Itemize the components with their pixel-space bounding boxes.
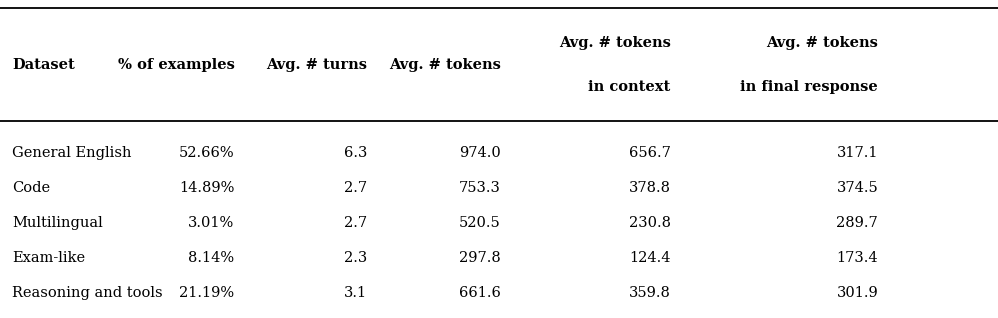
Text: 14.89%: 14.89%: [180, 181, 235, 195]
Text: 289.7: 289.7: [836, 216, 878, 230]
Text: General English: General English: [12, 146, 132, 160]
Text: 301.9: 301.9: [836, 286, 878, 300]
Text: 6.3: 6.3: [344, 146, 367, 160]
Text: 520.5: 520.5: [459, 216, 501, 230]
Text: 124.4: 124.4: [629, 251, 671, 265]
Text: 2.3: 2.3: [344, 251, 367, 265]
Text: Avg. # tokens: Avg. # tokens: [766, 36, 878, 50]
Text: Exam-like: Exam-like: [12, 251, 85, 265]
Text: 297.8: 297.8: [459, 251, 501, 265]
Text: 3.1: 3.1: [344, 286, 367, 300]
Text: 378.8: 378.8: [629, 181, 671, 195]
Text: 661.6: 661.6: [459, 286, 501, 300]
Text: 374.5: 374.5: [836, 181, 878, 195]
Text: 8.14%: 8.14%: [189, 251, 235, 265]
Text: Avg. # tokens: Avg. # tokens: [389, 58, 501, 72]
Text: Code: Code: [12, 181, 50, 195]
Text: 656.7: 656.7: [629, 146, 671, 160]
Text: 173.4: 173.4: [836, 251, 878, 265]
Text: 3.01%: 3.01%: [189, 216, 235, 230]
Text: % of examples: % of examples: [118, 58, 235, 72]
Text: 52.66%: 52.66%: [179, 146, 235, 160]
Text: in final response: in final response: [741, 80, 878, 94]
Text: Avg. # turns: Avg. # turns: [266, 58, 367, 72]
Text: 753.3: 753.3: [459, 181, 501, 195]
Text: Dataset: Dataset: [12, 58, 75, 72]
Text: Multilingual: Multilingual: [12, 216, 103, 230]
Text: 974.0: 974.0: [459, 146, 501, 160]
Text: Reasoning and tools: Reasoning and tools: [12, 286, 163, 300]
Text: 2.7: 2.7: [344, 216, 367, 230]
Text: 317.1: 317.1: [836, 146, 878, 160]
Text: 230.8: 230.8: [629, 216, 671, 230]
Text: 21.19%: 21.19%: [180, 286, 235, 300]
Text: Avg. # tokens: Avg. # tokens: [559, 36, 671, 50]
Text: 359.8: 359.8: [629, 286, 671, 300]
Text: in context: in context: [589, 80, 671, 94]
Text: 2.7: 2.7: [344, 181, 367, 195]
